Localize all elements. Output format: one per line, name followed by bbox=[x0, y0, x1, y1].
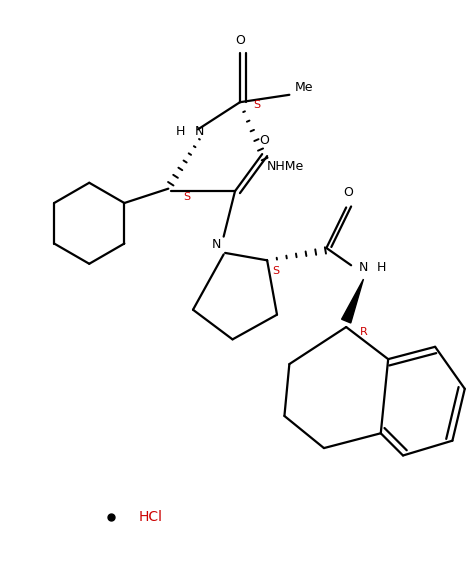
Text: O: O bbox=[260, 134, 269, 147]
Text: O: O bbox=[235, 34, 245, 47]
Text: H: H bbox=[377, 261, 386, 274]
Text: N: N bbox=[195, 125, 204, 139]
Text: H: H bbox=[176, 125, 186, 139]
Text: Me: Me bbox=[295, 81, 313, 94]
Text: N: N bbox=[359, 261, 368, 274]
Text: S: S bbox=[254, 99, 261, 110]
Text: N: N bbox=[212, 238, 221, 251]
Text: NHMe: NHMe bbox=[267, 160, 304, 173]
Text: S: S bbox=[272, 266, 280, 276]
Text: HCl: HCl bbox=[139, 510, 163, 524]
Text: R: R bbox=[359, 327, 367, 337]
Polygon shape bbox=[341, 279, 364, 323]
Text: O: O bbox=[344, 186, 354, 199]
Text: S: S bbox=[183, 192, 190, 202]
